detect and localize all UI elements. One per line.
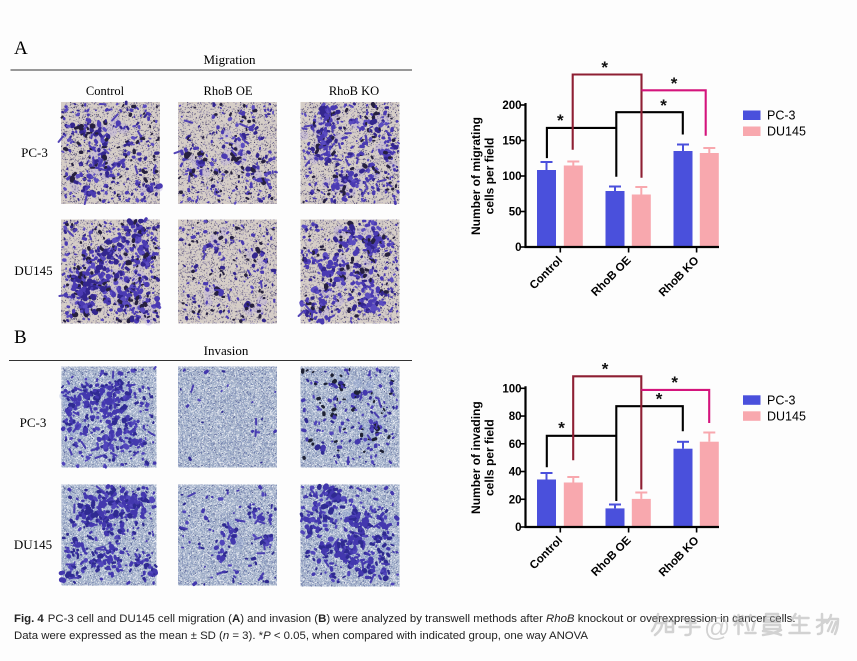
svg-text:*: * — [656, 390, 663, 409]
svg-text:RhoB OE: RhoB OE — [204, 84, 253, 98]
svg-text:@: @ — [704, 612, 730, 642]
svg-text:PC-3: PC-3 — [21, 145, 48, 160]
svg-text:*: * — [660, 96, 667, 115]
svg-text:100: 100 — [502, 383, 521, 395]
svg-text:Data were expressed as the mea: Data were expressed as the mean ± SD (n … — [14, 630, 588, 642]
svg-text:Migration: Migration — [204, 52, 256, 67]
svg-text:RhoB KO: RhoB KO — [329, 84, 379, 98]
svg-text:DU145: DU145 — [14, 537, 52, 552]
svg-text:0: 0 — [515, 242, 521, 254]
svg-text:100: 100 — [502, 171, 521, 183]
svg-text:60: 60 — [509, 439, 522, 451]
svg-text:0: 0 — [515, 522, 521, 534]
svg-text:150: 150 — [502, 136, 521, 148]
svg-text:PC-3: PC-3 — [767, 393, 796, 407]
svg-text:Control: Control — [86, 84, 125, 98]
svg-text:A: A — [14, 38, 28, 59]
svg-text:*: * — [671, 74, 678, 93]
svg-text:*: * — [557, 111, 564, 130]
svg-text:DU145: DU145 — [767, 409, 806, 423]
svg-text:*: * — [558, 419, 565, 438]
svg-text:20: 20 — [509, 494, 522, 506]
svg-text:DU145: DU145 — [767, 125, 806, 139]
svg-text:Invasion: Invasion — [204, 343, 249, 358]
svg-text:*: * — [671, 373, 678, 392]
svg-text:Number of migrating: Number of migrating — [469, 117, 483, 235]
svg-text:*: * — [602, 360, 609, 379]
svg-text:200: 200 — [502, 100, 521, 112]
svg-text:cells per field: cells per field — [483, 419, 497, 496]
svg-text:50: 50 — [509, 207, 522, 219]
svg-text:PC-3: PC-3 — [20, 415, 47, 430]
svg-text:Fig. 4PC-3 cell and DU145 cell: Fig. 4 PC-3 cell and DU145 cell migration… — [14, 613, 796, 625]
svg-text:PC-3: PC-3 — [767, 109, 796, 123]
svg-text:Number of invading: Number of invading — [469, 401, 483, 514]
svg-text:40: 40 — [509, 467, 522, 479]
svg-text:DU145: DU145 — [14, 263, 52, 278]
svg-text:80: 80 — [509, 411, 522, 423]
svg-text:cells per field: cells per field — [483, 138, 497, 215]
svg-text:B: B — [14, 327, 27, 348]
svg-text:*: * — [601, 58, 608, 77]
